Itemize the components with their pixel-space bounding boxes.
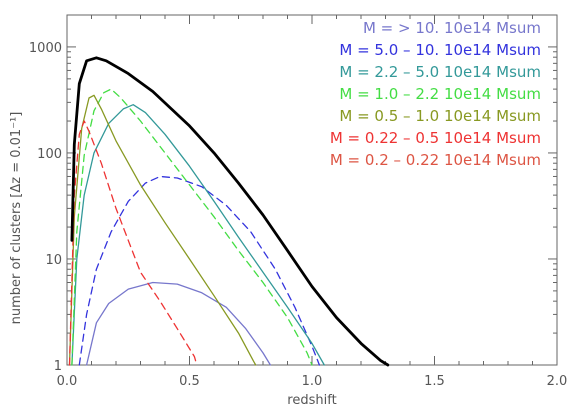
x-tick-label: 1.0	[302, 374, 323, 389]
series-line-0	[85, 281, 272, 366]
legend: M = > 10. 10e14 Msum M = 5.0 – 10. 10e14 …	[330, 19, 541, 169]
x-tick-label: 2.0	[547, 374, 568, 389]
x-axis-label: redshift	[287, 393, 336, 408]
legend-entry-0: M = > 10. 10e14 Msum	[363, 19, 541, 37]
x-tick-label: 0.5	[179, 374, 200, 389]
series-lines	[68, 56, 390, 367]
legend-entry-5: M = 0.22 – 0.5 10e14 Msum	[330, 129, 541, 147]
y-tick-label: 10	[45, 253, 62, 268]
legend-entry-1: M = 5.0 – 10. 10e14 Msum	[339, 41, 541, 59]
legend-entry-6: M = 0.2 – 0.22 10e14 Msum	[330, 151, 541, 169]
x-tick-label: 0.0	[57, 374, 78, 389]
axis-ticks: 0.0 0.5 1.0 1.5 2.0 1 10 100 1000	[29, 14, 568, 389]
series-line-2	[71, 104, 325, 366]
y-axis-label: number of clusters [Δz = 0.01⁻¹]	[9, 112, 24, 325]
legend-entry-4: M = 0.5 – 1.0 10e14 Msum	[339, 107, 541, 125]
series-line-1	[78, 175, 321, 366]
y-tick-label: 1	[54, 359, 62, 374]
legend-entry-2: M = 2.2 – 5.0 10e14 Msum	[339, 63, 541, 81]
y-tick-label: 100	[37, 147, 62, 162]
plot-area	[66, 14, 558, 366]
legend-entry-3: M = 1.0 – 2.2 10e14 Msum	[339, 85, 541, 103]
series-line-7	[70, 56, 390, 367]
x-tick-label: 1.5	[424, 374, 445, 389]
y-tick-label: 1000	[29, 41, 62, 56]
series-line-5	[68, 120, 198, 366]
